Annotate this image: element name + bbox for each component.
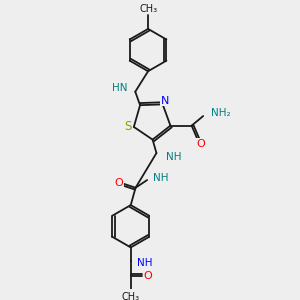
Text: O: O <box>115 178 124 188</box>
Text: HN: HN <box>112 83 128 93</box>
Text: CH₃: CH₃ <box>139 4 157 14</box>
Text: NH: NH <box>166 152 182 162</box>
Text: S: S <box>124 120 132 134</box>
Text: NH: NH <box>137 258 153 268</box>
Text: CH₃: CH₃ <box>122 292 140 300</box>
Text: O: O <box>196 139 205 149</box>
Text: NH: NH <box>153 173 168 183</box>
Text: NH₂: NH₂ <box>211 108 230 118</box>
Text: O: O <box>144 271 152 281</box>
Text: N: N <box>160 95 169 106</box>
